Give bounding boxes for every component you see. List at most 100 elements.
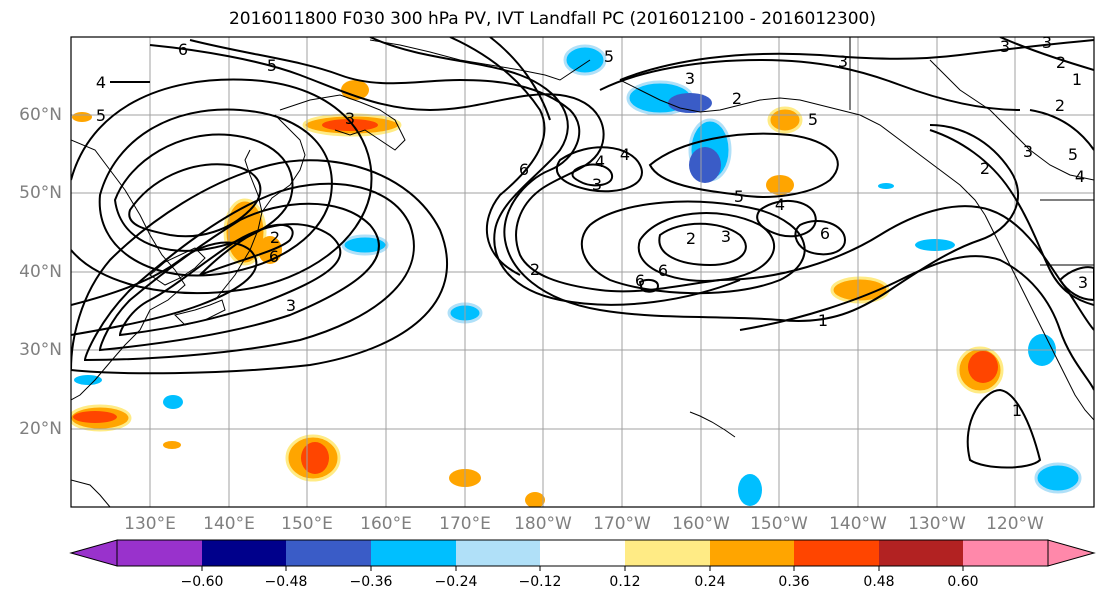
contour-label: 5: [96, 106, 106, 125]
contour-label: 5: [604, 47, 614, 66]
contour-label: 3: [1042, 33, 1052, 52]
colorbar: [69, 539, 1096, 571]
shaded-region: [767, 106, 803, 134]
contour-label: 3: [685, 69, 695, 88]
shaded-region: [72, 112, 92, 122]
chart-title: 2016011800 F030 300 hPa PV, IVT Landfall…: [228, 9, 876, 29]
shaded-region: [1034, 462, 1082, 494]
map-frame: [70, 36, 1095, 508]
contour-label: 6: [658, 261, 668, 280]
shaded-anomaly-layer: [71, 44, 1082, 507]
contour-label: 1: [1012, 401, 1022, 420]
contour-label: 2: [270, 228, 280, 247]
contour-label: 5: [267, 56, 277, 75]
lon-label: 140°W: [829, 514, 887, 534]
lat-label: 50°N: [19, 183, 62, 203]
lon-label: 180°W: [514, 514, 572, 534]
contour-label: 2: [530, 260, 540, 279]
colorbar-segment: [710, 540, 795, 566]
colorbar-segment: [371, 540, 457, 566]
contour-label: 3: [592, 175, 602, 194]
shaded-region: [322, 119, 378, 131]
lon-label: 120°W: [986, 514, 1044, 534]
pv-contours: [71, 37, 1094, 469]
colorbar-tick-label: −0.48: [264, 574, 308, 590]
contour-label: 6: [820, 224, 830, 243]
contour-label: 3: [345, 109, 355, 128]
contour-label: 3: [1078, 273, 1088, 292]
contour-label: 4: [620, 145, 630, 164]
shaded-region: [738, 474, 762, 506]
colorbar-outline: [116, 539, 1049, 567]
contour-label: 1: [818, 311, 828, 330]
shaded-region: [341, 234, 389, 256]
contour-label: 5: [734, 187, 744, 206]
contour-label: 3: [838, 52, 848, 71]
contour-label: 6: [178, 40, 188, 59]
lat-label: 40°N: [19, 262, 62, 282]
colorbar-segment: [625, 540, 711, 566]
lon-label: 130°E: [124, 514, 176, 534]
contour-label: 1: [1072, 70, 1082, 89]
colorbar-segment: [117, 540, 203, 566]
colorbar-segment: [202, 540, 287, 566]
colorbar-tick-label: 0.12: [609, 574, 641, 590]
colorbar-segment: [540, 540, 626, 566]
contour-label: 2: [686, 229, 696, 248]
contour-label: 2: [980, 159, 990, 178]
lon-label: 170°E: [439, 514, 491, 534]
lon-label: 140°E: [203, 514, 255, 534]
lat-label: 30°N: [19, 340, 62, 360]
contour-label: 4: [96, 73, 106, 92]
colorbar-tick-label: 0.36: [778, 574, 810, 590]
contour-label: 2: [1056, 53, 1066, 72]
lon-label: 150°W: [750, 514, 808, 534]
lon-label: 150°E: [281, 514, 333, 534]
colorbar-segment: [456, 540, 541, 566]
lat-label: 20°N: [19, 419, 62, 439]
colorbar-segment: [879, 540, 964, 566]
contour-label: 3: [286, 296, 296, 315]
contour-label: 2: [732, 89, 742, 108]
contour-label: 3: [721, 227, 731, 246]
shaded-region: [915, 239, 955, 251]
shaded-region: [73, 411, 117, 423]
contour-label: 3: [1023, 142, 1033, 161]
contour-label: 2: [1055, 96, 1065, 115]
colorbar-tick-label: 0.60: [947, 574, 979, 590]
contour-label: 6: [635, 271, 645, 290]
contour-label-layer: 6 5 4 5 3 3 6 2 6 3 5 4 4 3 2 2 3 2 1 6 …: [96, 33, 1088, 420]
lon-label: 160°W: [672, 514, 730, 534]
contour-label: 4: [595, 152, 605, 171]
shaded-region: [341, 80, 369, 100]
lon-label: 130°W: [908, 514, 966, 534]
colorbar-tick-label: −0.12: [518, 574, 562, 590]
shaded-region: [223, 198, 267, 266]
contour-label: 6: [519, 160, 529, 179]
colorbar-tick-label: 0.24: [694, 574, 726, 590]
graticule: [71, 37, 1094, 507]
colorbar-tick-label: −0.60: [180, 574, 224, 590]
shaded-region: [163, 395, 183, 409]
colorbar-segment: [286, 540, 372, 566]
shaded-region: [301, 442, 329, 474]
contour-label: 4: [1075, 167, 1085, 186]
shaded-region: [563, 44, 607, 76]
shaded-region: [766, 175, 794, 195]
colorbar-tick-label: −0.36: [349, 574, 393, 590]
shaded-region: [525, 492, 545, 507]
contour-label: 4: [775, 195, 785, 214]
colorbar-extend-low: [69, 539, 118, 567]
shaded-region: [968, 351, 998, 383]
shaded-region: [74, 375, 102, 385]
lon-label: 170°W: [593, 514, 651, 534]
colorbar-tick-label: −0.24: [434, 574, 478, 590]
shaded-region: [830, 276, 890, 304]
contour-label: 3: [1000, 37, 1010, 56]
colorbar-extend-high: [1047, 539, 1096, 567]
colorbar-segment: [963, 540, 1049, 566]
colorbar-tick-marks: [201, 566, 964, 571]
shaded-region: [163, 441, 181, 449]
colorbar-segment: [794, 540, 880, 566]
